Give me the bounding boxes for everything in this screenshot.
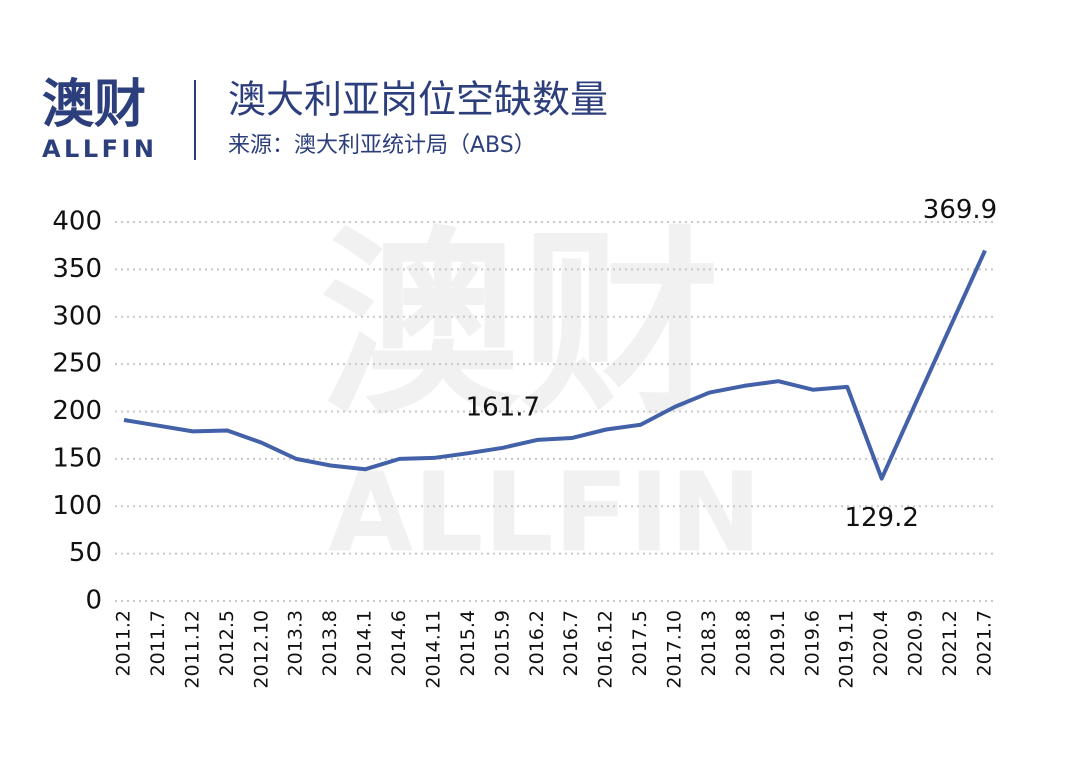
data-label: 369.9 <box>923 195 997 225</box>
x-tick-label: 2021.7 <box>974 610 996 676</box>
x-tick-label: 2013.3 <box>285 610 307 676</box>
x-tick-label: 2014.11 <box>422 610 444 689</box>
logo: 澳财 <box>42 75 146 135</box>
x-tick-label: 2019.11 <box>836 610 858 689</box>
x-tick-label: 2012.5 <box>216 610 238 676</box>
x-tick-label: 2019.1 <box>767 610 789 676</box>
x-tick-label: 2015.4 <box>457 610 479 676</box>
x-tick-label: 2018.8 <box>732 610 754 676</box>
chart-subtitle: 来源：澳大利亚统计局（ABS） <box>228 133 536 158</box>
x-tick-label: 2014.1 <box>354 610 376 676</box>
x-tick-label: 2011.12 <box>181 610 203 689</box>
watermark-sub: ALLFIN <box>328 448 761 576</box>
watermark: 澳财 <box>320 210 720 443</box>
logo-sub: ALLFIN <box>42 135 154 163</box>
x-tick-label: 2011.7 <box>147 610 169 676</box>
y-tick-label: 0 <box>85 586 102 616</box>
x-tick-label: 2012.10 <box>250 610 272 689</box>
y-tick-label: 100 <box>52 491 102 521</box>
line <box>123 249 987 481</box>
y-tick-label: 150 <box>52 443 102 473</box>
x-tick-label: 2021.2 <box>939 610 961 676</box>
data-label: 161.7 <box>466 392 540 422</box>
x-tick-label: 2020.9 <box>905 610 927 676</box>
y-tick-label: 200 <box>52 396 102 426</box>
y-tick-label: 400 <box>52 207 102 237</box>
x-tick-label: 2019.6 <box>801 610 823 676</box>
x-tick-label: 2017.5 <box>629 610 651 676</box>
x-tick-label: 2016.7 <box>560 610 582 676</box>
y-tick-label: 50 <box>69 538 102 568</box>
y-tick-label: 300 <box>52 301 102 331</box>
x-tick-label: 2011.2 <box>113 610 135 676</box>
chart-title: 澳大利亚岗位空缺数量 <box>228 78 608 122</box>
y-tick-label: 250 <box>52 349 102 379</box>
data-label: 129.2 <box>844 503 918 533</box>
x-tick-label: 2018.3 <box>698 610 720 676</box>
x-tick-label: 2020.4 <box>870 610 892 676</box>
x-tick-label: 2015.9 <box>491 610 513 676</box>
x-tick-label: 2013.8 <box>319 610 341 676</box>
x-tick-label: 2016.2 <box>526 610 548 676</box>
y-tick-label: 350 <box>52 254 102 284</box>
x-tick-label: 2017.10 <box>664 610 686 689</box>
x-tick-label: 2014.6 <box>388 610 410 676</box>
x-tick-label: 2016.12 <box>595 610 617 689</box>
